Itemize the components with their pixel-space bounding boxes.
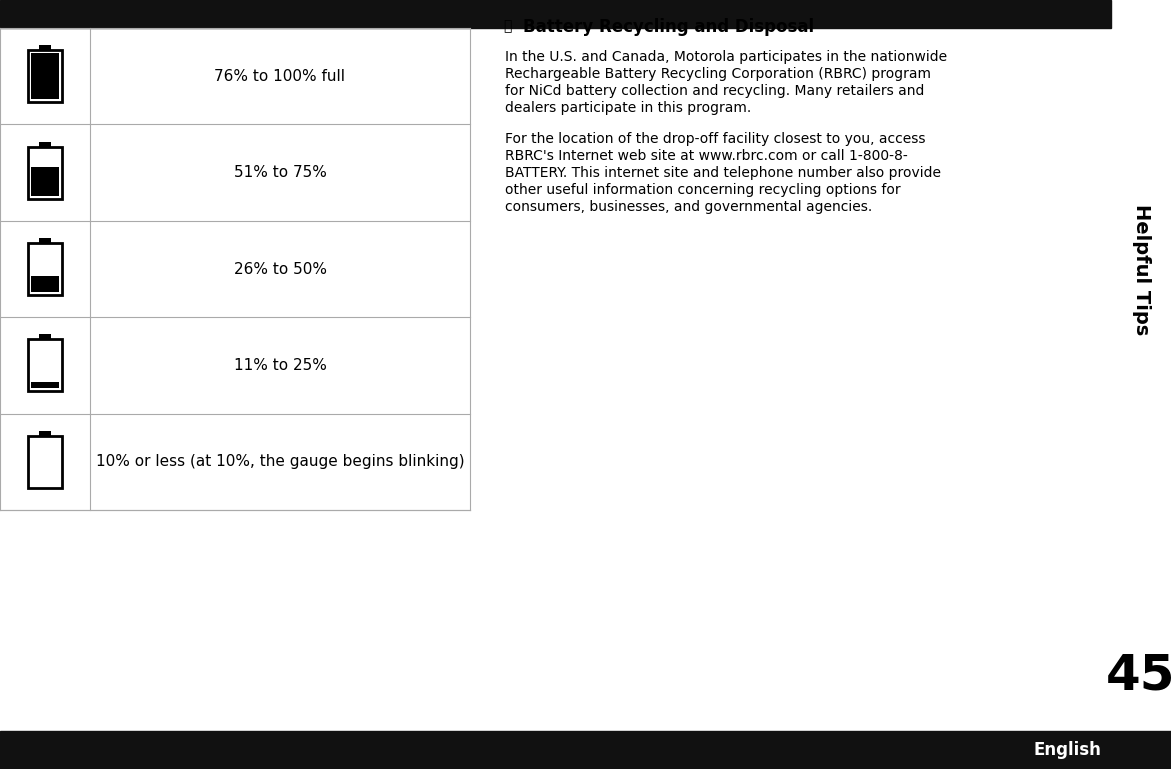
Bar	[39, 431, 52, 436]
Text: 26% to 50%: 26% to 50%	[233, 261, 327, 277]
Text: In the U.S. and Canada, Motorola participates in the nationwide: In the U.S. and Canada, Motorola partici…	[505, 50, 947, 64]
Text: dealers participate in this program.: dealers participate in this program.	[505, 101, 752, 115]
Bar	[39, 238, 52, 243]
Bar	[28, 339, 62, 391]
Text: 11% to 25%: 11% to 25%	[233, 358, 327, 373]
Bar	[30, 53, 59, 99]
Text: 45: 45	[1107, 652, 1171, 700]
Bar	[0, 731, 1171, 769]
Text: 📄: 📄	[504, 19, 512, 33]
Bar	[30, 276, 59, 292]
Bar	[28, 436, 62, 488]
Bar	[39, 141, 52, 147]
Text: BATTERY. This internet site and telephone number also provide: BATTERY. This internet site and telephon…	[505, 166, 941, 180]
Bar	[39, 45, 52, 50]
Bar	[28, 243, 62, 295]
Bar	[28, 147, 62, 198]
Text: 76% to 100% full: 76% to 100% full	[214, 68, 345, 84]
Text: consumers, businesses, and governmental agencies.: consumers, businesses, and governmental …	[505, 200, 872, 214]
Bar	[0, 0, 1111, 28]
Text: other useful information concerning recycling options for: other useful information concerning recy…	[505, 183, 900, 197]
Text: Rechargeable Battery Recycling Corporation (RBRC) program: Rechargeable Battery Recycling Corporati…	[505, 67, 931, 81]
Bar	[39, 335, 52, 339]
Text: 51% to 75%: 51% to 75%	[233, 165, 327, 180]
Text: 10% or less (at 10%, the gauge begins blinking): 10% or less (at 10%, the gauge begins bl…	[96, 454, 465, 469]
Bar	[28, 50, 62, 102]
Text: Helpful Tips: Helpful Tips	[1131, 204, 1150, 335]
Text: for NiCd battery collection and recycling. Many retailers and: for NiCd battery collection and recyclin…	[505, 84, 924, 98]
Bar	[30, 382, 59, 388]
Text: Battery Recycling and Disposal: Battery Recycling and Disposal	[523, 18, 814, 36]
Text: RBRC's Internet web site at www.rbrc.com or call 1-800-8-: RBRC's Internet web site at www.rbrc.com…	[505, 149, 908, 163]
Text: English: English	[1033, 741, 1101, 759]
Text: For the location of the drop-off facility closest to you, access: For the location of the drop-off facilit…	[505, 132, 925, 146]
Bar	[30, 167, 59, 195]
